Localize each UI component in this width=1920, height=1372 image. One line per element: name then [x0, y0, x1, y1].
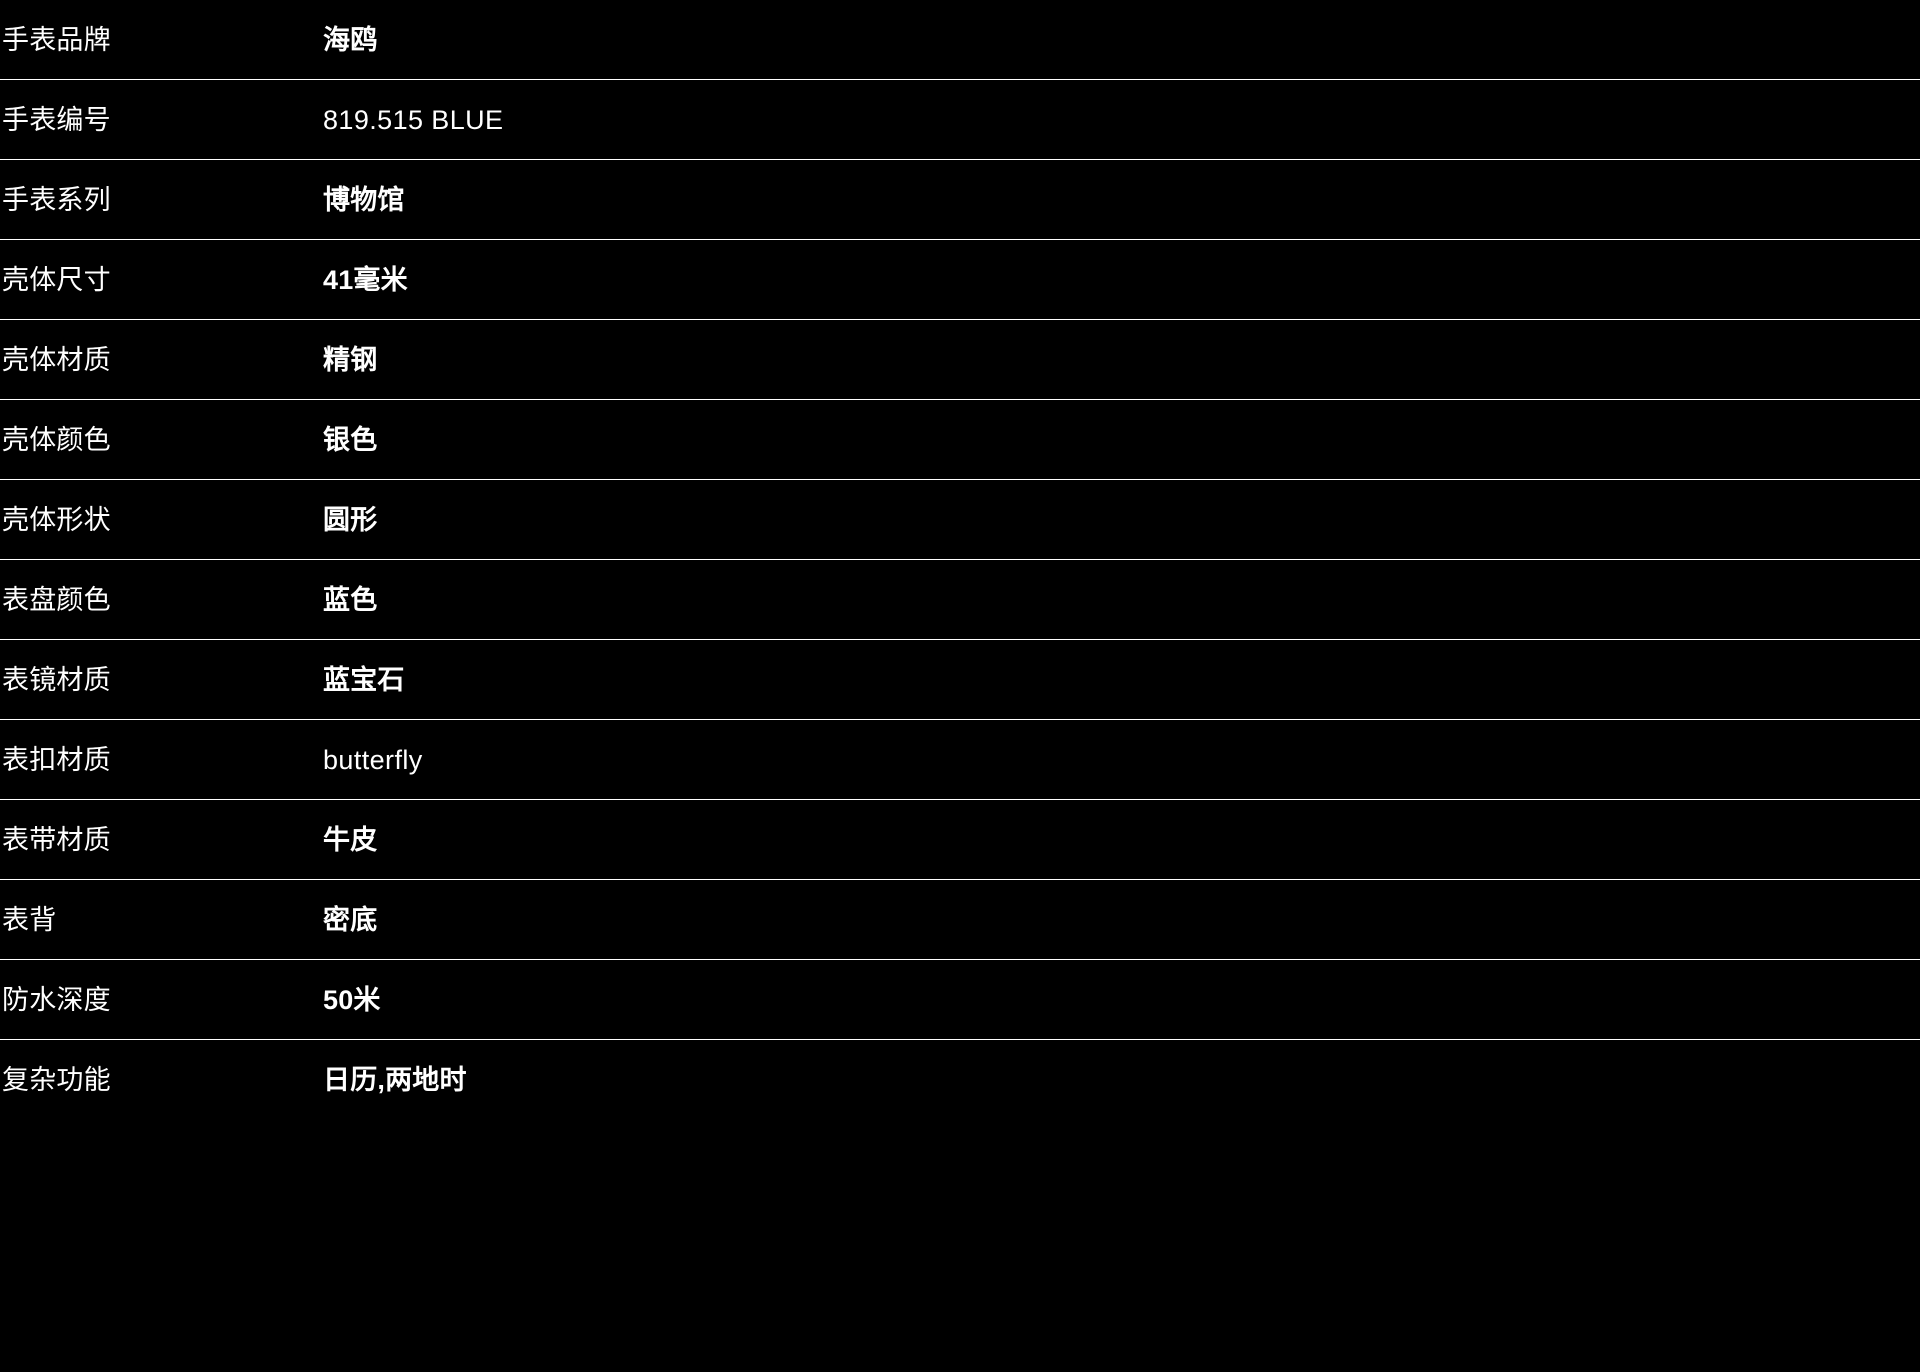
spec-label: 壳体形状: [2, 504, 111, 535]
spec-row: 复杂功能 日历,两地时: [0, 1040, 1920, 1120]
spec-value: 密底: [323, 904, 378, 935]
spec-row: 壳体形状 圆形: [0, 480, 1920, 560]
spec-row: 表带材质 牛皮: [0, 800, 1920, 880]
spec-label: 手表系列: [2, 184, 111, 215]
spec-value: 蓝色: [323, 584, 378, 615]
spec-value: 日历,两地时: [323, 1064, 467, 1095]
spec-label: 复杂功能: [2, 1064, 111, 1095]
spec-label: 手表编号: [2, 104, 111, 135]
spec-value: 牛皮: [323, 824, 378, 855]
spec-value: 819.515 BLUE: [323, 104, 504, 135]
spec-label: 表扣材质: [2, 744, 111, 775]
spec-row: 防水深度 50米: [0, 960, 1920, 1040]
spec-row: 壳体材质 精钢: [0, 320, 1920, 400]
spec-label: 表背: [2, 904, 57, 935]
spec-label: 防水深度: [2, 984, 111, 1015]
spec-label: 壳体尺寸: [2, 264, 111, 295]
spec-value: 41毫米: [323, 264, 408, 295]
spec-row: 手表系列 博物馆: [0, 160, 1920, 240]
spec-row: 壳体颜色 银色: [0, 400, 1920, 480]
spec-row: 表盘颜色 蓝色: [0, 560, 1920, 640]
spec-row: 表背 密底: [0, 880, 1920, 960]
spec-row: 手表编号 819.515 BLUE: [0, 80, 1920, 160]
spec-label: 壳体颜色: [2, 424, 111, 455]
spec-row: 手表品牌 海鸥: [0, 0, 1920, 80]
spec-row: 表扣材质 butterfly: [0, 720, 1920, 800]
spec-label: 壳体材质: [2, 344, 111, 375]
spec-label: 手表品牌: [2, 24, 111, 55]
spec-value: 精钢: [323, 344, 378, 375]
spec-value: 圆形: [323, 504, 378, 535]
spec-value: 海鸥: [323, 24, 378, 55]
spec-value: butterfly: [323, 744, 423, 775]
spec-row: 壳体尺寸 41毫米: [0, 240, 1920, 320]
spec-value: 银色: [323, 424, 378, 455]
spec-value: 博物馆: [323, 184, 405, 215]
spec-label: 表镜材质: [2, 664, 111, 695]
spec-value: 蓝宝石: [323, 664, 405, 695]
spec-label: 表盘颜色: [2, 584, 111, 615]
spec-row: 表镜材质 蓝宝石: [0, 640, 1920, 720]
spec-value: 50米: [323, 984, 381, 1015]
spec-label: 表带材质: [2, 824, 111, 855]
